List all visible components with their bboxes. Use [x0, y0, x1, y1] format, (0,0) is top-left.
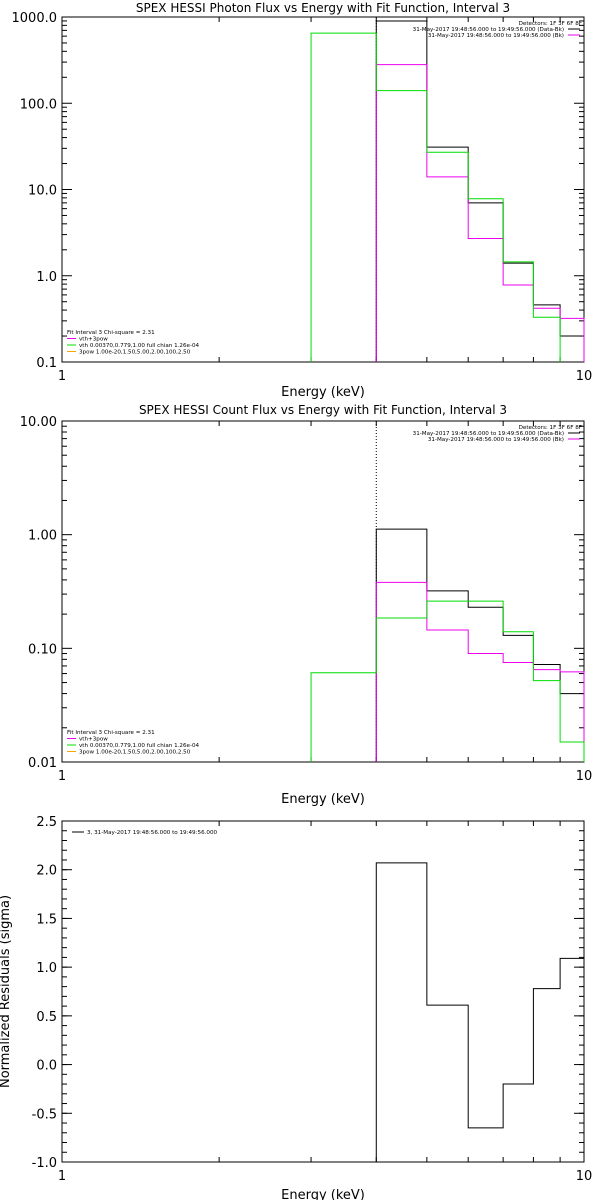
y-tick-label: 100.0 — [20, 97, 57, 112]
y-tick-label: -1.0 — [32, 1156, 57, 1171]
y-tick-label: 2.5 — [36, 815, 57, 830]
legend-left-text: 3pow 1.00e-20,1.50,5.00,2.00,100,2.50 — [79, 750, 191, 756]
data-histogram — [375, 528, 585, 762]
legend-right-text: Detectors: 1F 3F 6F 8F — [519, 21, 582, 27]
y-axis-label: Normalized Residuals (sigma) — [0, 895, 13, 1088]
legend-left-text: vth+3pow — [79, 337, 108, 343]
x-tick-label: 10 — [576, 1169, 593, 1184]
legend-right-text: 31-May-2017 19:48:56.000 to 19:49:56.000… — [428, 437, 564, 443]
legend-left-text: vth 0.00370,0.779,1.00 full chian 1.26e-… — [79, 743, 200, 749]
y-tick-label: 0.1 — [36, 356, 57, 371]
y-tick-label: 0.0 — [36, 1059, 57, 1074]
legend-left-text: 3, 31-May-2017 19:48:56.000 to 19:49:56.… — [87, 830, 218, 836]
y-tick-label: 2.0 — [36, 864, 57, 879]
x-axis-label: Energy (keV) — [281, 385, 365, 400]
y-tick-label: 0.10 — [28, 642, 57, 657]
fit-histogram — [375, 581, 585, 762]
data-histogram — [375, 862, 584, 1162]
legend-left-text: Fit Interval 3 Chi-square = 2.31 — [67, 730, 155, 736]
y-tick-label: 10.0 — [28, 184, 57, 199]
legend-right-text: 31-May-2017 19:48:56.000 to 19:49:56.000… — [428, 33, 564, 39]
vth-histogram — [310, 600, 585, 762]
plot-frame — [61, 420, 585, 763]
legend-left-text: vth+3pow — [79, 737, 108, 743]
x-tick-label: 10 — [576, 369, 593, 384]
y-tick-label: 1.00 — [28, 529, 57, 544]
y-tick-label: 1.0 — [36, 961, 57, 976]
y-tick-label: 10.00 — [20, 415, 57, 430]
legend-right-text: 31-May-2017 19:48:56.000 to 19:49:56.000… — [413, 431, 564, 437]
y-tick-label: 1000.0 — [12, 11, 58, 26]
y-tick-label: 1.0 — [36, 270, 57, 285]
data-histogram — [375, 20, 585, 362]
x-tick-label: 1 — [58, 769, 66, 784]
chart-title: SPEX HESSI Photon Flux vs Energy with Fi… — [136, 1, 510, 15]
x-tick-label: 1 — [58, 369, 66, 384]
chart-title: SPEX HESSI Count Flux vs Energy with Fit… — [139, 403, 507, 417]
y-tick-label: -0.5 — [32, 1107, 57, 1122]
legend-right-text: Detectors: 1F 3F 6F 8F — [519, 425, 582, 431]
x-axis-label: Energy (keV) — [281, 792, 365, 807]
legend-left-text: vth 0.00370,0.779,1.00 full chian 1.26e-… — [79, 343, 200, 349]
vth-histogram — [310, 32, 561, 362]
plot-frame — [61, 16, 585, 363]
y-tick-label: 0.01 — [28, 756, 57, 771]
legend-right-text: 31-May-2017 19:48:56.000 to 19:49:56.000… — [413, 27, 564, 33]
plot-frame — [61, 820, 585, 1163]
legend-left-text: 3pow 1.00e-20,1.50,5.00,2.00,100,2.50 — [79, 350, 191, 356]
x-tick-label: 10 — [576, 769, 593, 784]
x-axis-label: Energy (keV) — [281, 1188, 365, 1200]
legend-left-text: Fit Interval 3 Chi-square = 2.31 — [67, 330, 155, 336]
y-tick-label: 0.5 — [36, 1010, 57, 1025]
x-tick-label: 1 — [58, 1169, 66, 1184]
y-tick-label: 1.5 — [36, 912, 57, 927]
